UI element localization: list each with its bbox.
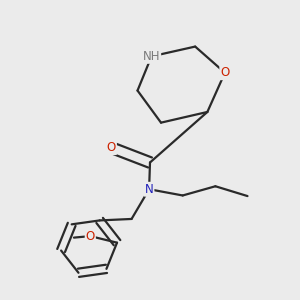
Text: NH: NH xyxy=(143,50,160,63)
Text: N: N xyxy=(145,183,154,196)
Text: O: O xyxy=(107,141,116,154)
Text: O: O xyxy=(220,66,230,79)
Text: O: O xyxy=(86,230,95,243)
